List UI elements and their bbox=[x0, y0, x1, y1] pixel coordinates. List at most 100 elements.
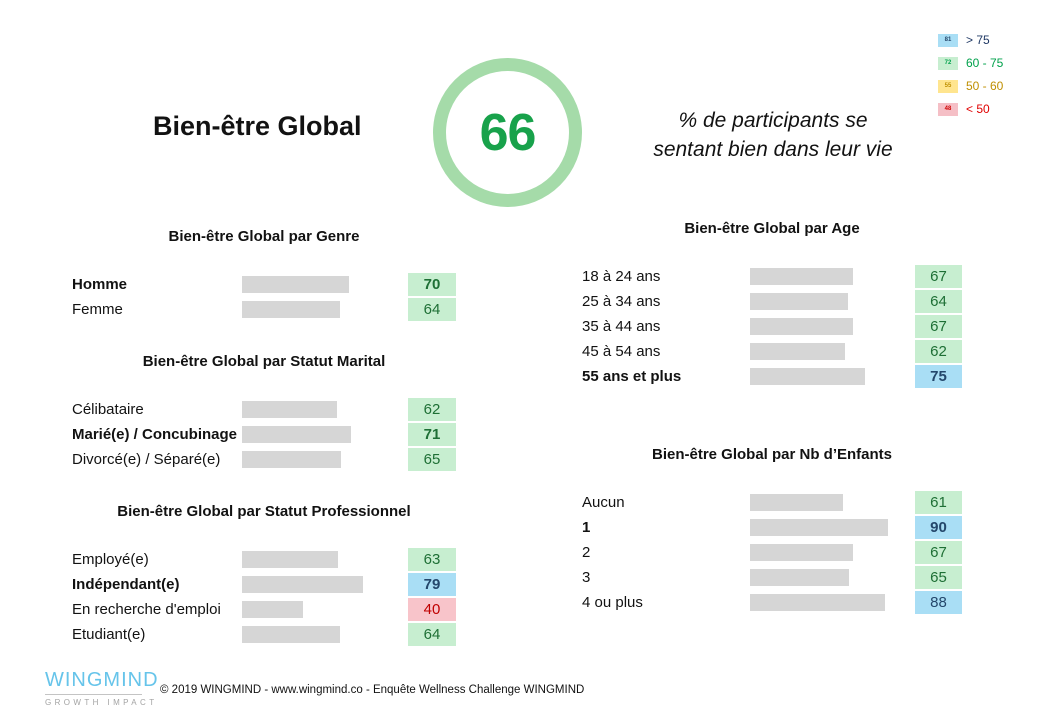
value-bar bbox=[750, 594, 885, 611]
score-color-legend: 81 > 75 72 60 - 75 55 50 - 60 48 < 50 bbox=[938, 33, 1003, 116]
category-label: 2 bbox=[582, 544, 591, 561]
value-bar bbox=[242, 426, 351, 443]
value-bar bbox=[242, 601, 303, 618]
chart-row: Femme 64 bbox=[72, 298, 456, 321]
legend-range-label: 50 - 60 bbox=[966, 79, 1004, 93]
bar-track bbox=[750, 544, 915, 561]
category-label: Divorcé(e) / Séparé(e) bbox=[72, 451, 221, 468]
chart-row: 18 à 24 ans 67 bbox=[582, 265, 962, 288]
value-badge: 64 bbox=[408, 298, 456, 321]
chart-row: Employé(e) 63 bbox=[72, 548, 456, 571]
value-badge: 71 bbox=[408, 423, 456, 446]
value-bar bbox=[242, 451, 341, 468]
value-bar bbox=[750, 569, 849, 586]
chart-row: Aucun 61 bbox=[582, 491, 962, 514]
subtitle-line-2: sentant bien dans leur vie bbox=[653, 138, 893, 161]
chart-row: 2 67 bbox=[582, 541, 962, 564]
value-badge: 62 bbox=[408, 398, 456, 421]
page-title: Bien-être Global bbox=[153, 111, 362, 141]
chart-row: Marié(e) / Concubinage 71 bbox=[72, 423, 456, 446]
bar-track bbox=[750, 293, 915, 310]
legend-item: 55 50 - 60 bbox=[938, 79, 1003, 93]
bar-track bbox=[242, 426, 408, 443]
chart-row: 35 à 44 ans 67 bbox=[582, 315, 962, 338]
chart-row: 25 à 34 ans 64 bbox=[582, 290, 962, 313]
value-badge: 70 bbox=[408, 273, 456, 296]
category-label: 4 ou plus bbox=[582, 594, 643, 611]
value-badge: 67 bbox=[915, 315, 962, 338]
value-badge: 88 bbox=[915, 591, 962, 614]
category-label: Employé(e) bbox=[72, 551, 149, 568]
chart-row: Homme 70 bbox=[72, 273, 456, 296]
bar-track bbox=[242, 301, 408, 318]
value-badge: 62 bbox=[915, 340, 962, 363]
value-bar bbox=[242, 401, 337, 418]
category-label: En recherche d'emploi bbox=[72, 601, 221, 618]
bar-track bbox=[750, 368, 915, 385]
chart-row: En recherche d'emploi 40 bbox=[72, 598, 456, 621]
chart-row: 1 90 bbox=[582, 516, 962, 539]
logo-tagline: GROWTH IMPACT bbox=[45, 698, 158, 707]
category-label: 25 à 34 ans bbox=[582, 293, 661, 310]
value-badge: 90 bbox=[915, 516, 962, 539]
wingmind-logo: WINGMIND GROWTH IMPACT bbox=[45, 669, 158, 707]
category-label: 3 bbox=[582, 569, 591, 586]
value-bar bbox=[750, 318, 853, 335]
category-label: 35 à 44 ans bbox=[582, 318, 661, 335]
value-badge: 40 bbox=[408, 598, 456, 621]
bar-track bbox=[750, 494, 915, 511]
page-subtitle: % de participants se sentant bien dans l… bbox=[603, 106, 943, 164]
chart-section-professional-status: Bien-être Global par Statut Professionne… bbox=[72, 503, 456, 648]
chart-row: Célibataire 62 bbox=[72, 398, 456, 421]
value-bar bbox=[242, 626, 340, 643]
bar-track bbox=[242, 451, 408, 468]
legend-color-chip: 48 bbox=[938, 102, 958, 116]
chart-row: Indépendant(e) 79 bbox=[72, 573, 456, 596]
legend-item: 72 60 - 75 bbox=[938, 56, 1003, 70]
bar-track bbox=[750, 519, 915, 536]
value-badge: 79 bbox=[408, 573, 456, 596]
category-label: Célibataire bbox=[72, 401, 144, 418]
value-bar bbox=[242, 301, 340, 318]
category-label: Etudiant(e) bbox=[72, 626, 146, 643]
category-label: 55 ans et plus bbox=[582, 368, 682, 385]
chart-section-marital-status: Bien-être Global par Statut Marital Céli… bbox=[72, 353, 456, 473]
chart-row: 4 ou plus 88 bbox=[582, 591, 962, 614]
legend-color-chip: 81 bbox=[938, 33, 958, 47]
legend-item: 48 < 50 bbox=[938, 102, 1003, 116]
section-title: Bien-être Global par Age bbox=[684, 220, 860, 237]
bar-track bbox=[750, 268, 915, 285]
value-bar bbox=[242, 576, 363, 593]
legend-range-label: 60 - 75 bbox=[966, 56, 1004, 70]
value-badge: 65 bbox=[408, 448, 456, 471]
section-title: Bien-être Global par Statut Professionne… bbox=[117, 503, 411, 520]
section-title: Bien-être Global par Statut Marital bbox=[142, 353, 386, 370]
bar-track bbox=[750, 594, 915, 611]
value-badge: 67 bbox=[915, 265, 962, 288]
chart-section-age: Bien-être Global par Age 18 à 24 ans 67 … bbox=[582, 220, 962, 390]
value-bar bbox=[750, 293, 848, 310]
value-bar bbox=[750, 343, 845, 360]
global-score-value: 66 bbox=[479, 103, 537, 162]
chart-section-genre: Bien-être Global par Genre Homme 70 Femm… bbox=[72, 228, 456, 323]
category-label: Marié(e) / Concubinage bbox=[72, 426, 238, 443]
chart-rows: 18 à 24 ans 67 25 à 34 ans 64 35 à 44 an… bbox=[582, 265, 962, 388]
chart-row: 55 ans et plus 75 bbox=[582, 365, 962, 388]
copyright-text: © 2019 WINGMIND - www.wingmind.co - Enqu… bbox=[160, 684, 585, 696]
chart-section-children: Bien-être Global par Nb d’Enfants Aucun … bbox=[582, 446, 962, 616]
chart-rows: Célibataire 62 Marié(e) / Concubinage 71… bbox=[72, 398, 456, 471]
category-label: 45 à 54 ans bbox=[582, 343, 661, 360]
bar-track bbox=[242, 551, 408, 568]
bar-track bbox=[242, 276, 408, 293]
legend-range-label: > 75 bbox=[966, 33, 990, 47]
chart-rows: Employé(e) 63 Indépendant(e) 79 En reche… bbox=[72, 548, 456, 646]
bar-track bbox=[242, 626, 408, 643]
value-badge: 65 bbox=[915, 566, 962, 589]
category-label: 1 bbox=[582, 519, 591, 536]
section-title: Bien-être Global par Nb d’Enfants bbox=[651, 446, 893, 463]
legend-color-chip: 55 bbox=[938, 79, 958, 93]
legend-range-label: < 50 bbox=[966, 102, 990, 116]
value-bar bbox=[750, 368, 865, 385]
chart-row: Etudiant(e) 64 bbox=[72, 623, 456, 646]
category-label: 18 à 24 ans bbox=[582, 268, 661, 285]
